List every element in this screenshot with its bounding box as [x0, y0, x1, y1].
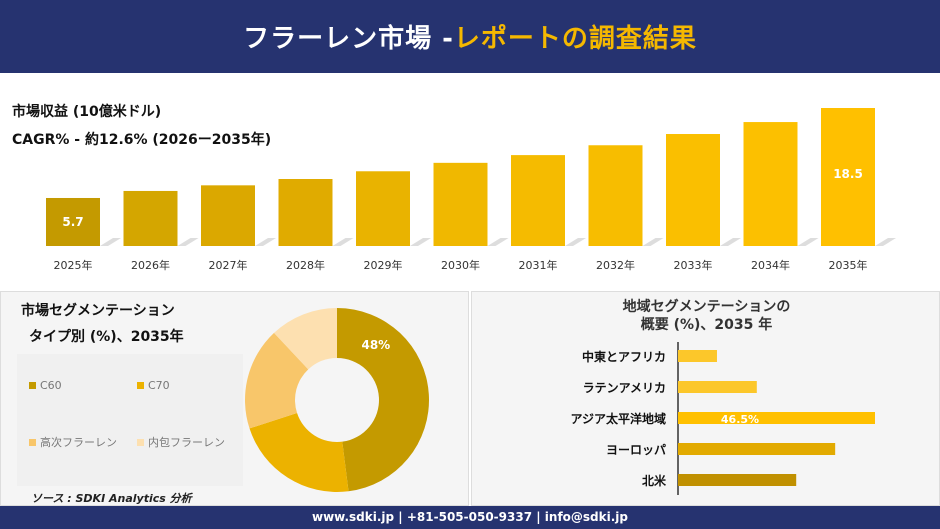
bar-shadow: [410, 238, 431, 246]
bar-shadow: [332, 238, 354, 246]
x-tick-label: 2029年: [364, 258, 403, 272]
legend-label: C70: [148, 379, 170, 392]
donut-slice-C60: [337, 308, 430, 492]
bar-2028年: [278, 179, 333, 246]
bar-data-label: 5.7: [62, 215, 83, 229]
legend-item: 高次フラーレン: [29, 434, 117, 450]
bar-shadow: [797, 238, 819, 246]
region-bar-北米: [678, 474, 797, 486]
revenue-bar-chart: 2025年 5.7 2026年 2027年 2028年 2029年 2030年 2031年 20…: [46, 108, 896, 272]
bar-2030年: [433, 162, 488, 246]
legend-swatch: [29, 438, 36, 446]
region-data-label: 46.5%: [721, 413, 759, 426]
bar-shadow: [177, 238, 199, 246]
region-bar-アジア太平洋地域: [678, 412, 875, 424]
region-label: ラテンアメリカ: [583, 381, 666, 395]
header: フラーレン市場 - レポートの調査結果: [0, 0, 940, 73]
region-bar-ラテンアメリカ: [678, 381, 757, 393]
segment-subtitle: タイプ別 (%)、2035年: [29, 329, 184, 345]
bar-2033年: [666, 134, 720, 246]
title-accent: レポートの調査結果: [453, 24, 697, 54]
bar-shadow: [255, 238, 276, 246]
x-tick-label: 2025年: [54, 258, 93, 272]
bar-2034年: [743, 122, 798, 246]
bar-2031年: [511, 155, 565, 246]
bar-2029年: [356, 171, 410, 246]
legend-label: 内包フラーレン: [148, 436, 225, 449]
bar-shadow: [875, 238, 896, 246]
slice-data-label: 48%: [361, 338, 390, 352]
cagr-label: CAGR% - 約12.6% (2026ー2035年): [12, 132, 272, 148]
region-label: アジア太平洋地域: [570, 411, 666, 426]
region-label: 北米: [642, 473, 667, 488]
bar-shadow: [642, 238, 664, 246]
bar-shadow: [100, 238, 121, 246]
legend-swatch: [137, 438, 144, 446]
bar-2027年: [201, 185, 255, 246]
region-title: 地域セグメンテーションの 概要 (%)、2035 年: [472, 298, 940, 334]
donut-legend: C60 C70 高次フラーレン 内包フラーレン: [17, 354, 243, 486]
revenue-label: 市場収益 (10億米ドル): [12, 104, 162, 120]
region-bar-中東とアフリカ: [678, 350, 717, 362]
x-tick-label: 2026年: [131, 258, 170, 272]
x-tick-label: 2028年: [286, 258, 325, 272]
x-tick-label: 2035年: [829, 258, 868, 272]
bar-shadow: [720, 238, 741, 246]
bar-data-label: 18.5: [833, 167, 863, 181]
donut-slice-高次フラーレン: [245, 332, 309, 429]
source-note: ソース : SDKI Analytics 分析: [31, 492, 192, 505]
donut-slice-内包フラーレン: [274, 308, 337, 370]
x-tick-label: 2031年: [519, 258, 558, 272]
footer-contact: www.sdki.jp | +81-505-050-9337 | info@sd…: [0, 506, 940, 529]
bar-2026年: [123, 190, 178, 246]
bar-2035年: [821, 108, 875, 246]
legend-label: C60: [40, 379, 62, 392]
x-tick-label: 2032年: [596, 258, 635, 272]
x-tick-label: 2033年: [674, 258, 713, 272]
legend-item: C60: [29, 379, 62, 392]
legend-label: 高次フラーレン: [40, 436, 117, 449]
region-bar-ヨーロッパ: [678, 443, 836, 455]
type-donut-chart: 48%: [245, 308, 430, 492]
segment-title: 市場セグメンテーション: [21, 303, 175, 319]
region-segment-panel: 地域セグメンテーションの 概要 (%)、2035 年 中東とアフリカ ラテンアメリ…: [471, 291, 940, 506]
x-tick-label: 2034年: [751, 258, 790, 272]
legend-swatch: [29, 382, 36, 389]
legend-swatch: [137, 382, 144, 389]
region-label: ヨーロッパ: [606, 443, 666, 457]
legend-item: C70: [137, 379, 170, 392]
type-segment-panel: 市場セグメンテーション タイプ別 (%)、2035年 C60 C70 高次フラーレン…: [0, 291, 469, 506]
bar-2025年: [46, 197, 100, 246]
bar-shadow: [487, 238, 509, 246]
x-tick-label: 2027年: [209, 258, 248, 272]
bar-2032年: [588, 145, 643, 246]
title-main: フラーレン市場 -: [243, 24, 454, 54]
region-title-line2: 概要 (%)、2035 年: [640, 317, 773, 333]
legend-item: 内包フラーレン: [137, 434, 225, 450]
x-tick-label: 2030年: [441, 258, 480, 272]
donut-slice-C70: [249, 412, 349, 492]
region-label: 中東とアフリカ: [582, 349, 666, 364]
bar-shadow: [565, 238, 586, 246]
region-title-line1: 地域セグメンテーションの: [622, 299, 791, 315]
